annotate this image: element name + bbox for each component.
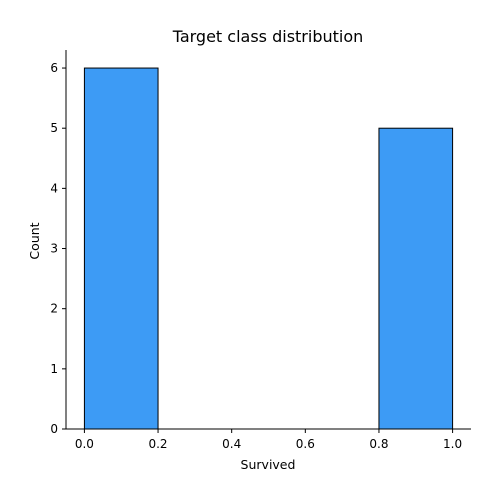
- y-tick-label: 0: [50, 422, 58, 436]
- x-tick-label: 0.6: [296, 437, 315, 451]
- axes-group: [65, 50, 471, 430]
- x-axis-ticks: 0.0 0.2 0.4 0.6 0.8 1.0: [75, 429, 462, 451]
- y-tick-label: 6: [50, 61, 58, 75]
- y-tick-label: 3: [50, 242, 58, 256]
- x-tick-label: 0.4: [222, 437, 241, 451]
- x-tick-label: 0.8: [369, 437, 388, 451]
- bar-bin-0: [83, 67, 159, 430]
- y-axis-title: Count: [27, 222, 42, 259]
- bar-bin-4: [378, 127, 454, 430]
- x-tick-label: 0.2: [148, 437, 167, 451]
- x-axis-title: Survived: [241, 457, 296, 472]
- y-axis-ticks: 0 1 2 3 4 5 6: [50, 61, 66, 436]
- chart-title: Target class distribution: [172, 27, 364, 46]
- x-tick-label: 0.0: [75, 437, 94, 451]
- x-tick-label: 1.0: [443, 437, 462, 451]
- y-tick-label: 4: [50, 181, 58, 195]
- y-tick-label: 1: [50, 362, 58, 376]
- y-tick-label: 5: [50, 121, 58, 135]
- bars-group: [83, 67, 454, 430]
- y-tick-label: 2: [50, 302, 58, 316]
